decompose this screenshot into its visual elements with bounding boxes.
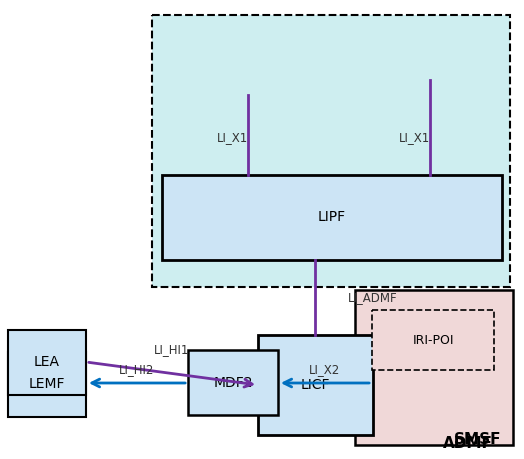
Bar	[355, 290, 513, 445]
Bar	[188, 350, 278, 415]
Text: LI_ADMF: LI_ADMF	[348, 291, 398, 304]
Text: LI_HI1: LI_HI1	[154, 343, 190, 357]
Text: IRI-POI: IRI-POI	[412, 334, 454, 347]
Text: ADMF: ADMF	[443, 437, 493, 452]
Text: LEA: LEA	[34, 355, 60, 369]
Text: LI_X1: LI_X1	[399, 131, 430, 145]
Text: LI_HI2: LI_HI2	[119, 364, 155, 376]
Bar	[372, 310, 494, 370]
Text: LICF: LICF	[300, 378, 330, 392]
Bar	[162, 175, 502, 260]
Text: LEMF: LEMF	[29, 377, 66, 391]
Text: SMSF: SMSF	[454, 432, 502, 448]
Text: LIPF: LIPF	[318, 210, 346, 224]
Bar	[152, 15, 510, 287]
Text: LI_X2: LI_X2	[309, 364, 341, 376]
Bar	[8, 330, 86, 395]
Bar	[258, 335, 373, 435]
Bar	[8, 352, 86, 417]
Text: LI_X1: LI_X1	[217, 131, 248, 145]
Text: MDF2: MDF2	[213, 376, 253, 390]
